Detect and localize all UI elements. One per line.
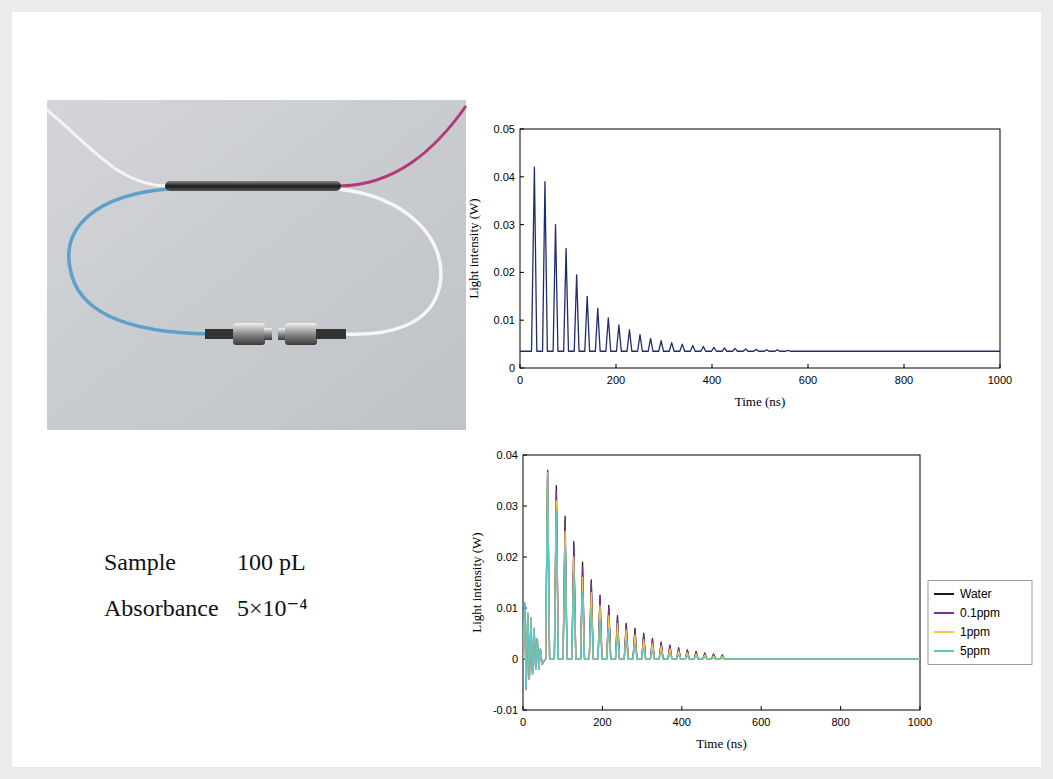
- page-panel: [12, 12, 1041, 767]
- x-tick: [523, 706, 524, 710]
- x-tick-label: 800: [895, 374, 913, 386]
- page-border: [0, 0, 1053, 779]
- y-tick-label: 0.03: [494, 219, 515, 231]
- y-tick: [520, 272, 524, 273]
- y-tick-label: 0.02: [497, 551, 518, 563]
- legend-swatch: [934, 593, 954, 595]
- series-group: [523, 470, 920, 689]
- y-axis-title: Light intensity (W): [469, 532, 484, 632]
- x-tick-label: 0: [517, 374, 523, 386]
- x-tick: [808, 364, 809, 368]
- photo-ground: [47, 100, 466, 430]
- y-tick-label: 0.04: [497, 449, 518, 461]
- x-tick-label: 1000: [908, 716, 932, 728]
- connector-nut: [285, 323, 317, 345]
- info-value: 100 pL: [237, 549, 306, 575]
- fiber-white-loop: [338, 189, 441, 334]
- series-line: [523, 475, 920, 689]
- chart: -0.0100.010.020.030.0402004006008001000T…: [469, 449, 1032, 751]
- y-tick: [520, 129, 524, 130]
- connector-boot: [316, 329, 346, 339]
- x-tick: [761, 706, 762, 710]
- legend-box: [928, 581, 1032, 665]
- connector-boot: [205, 329, 235, 339]
- y-tick-label: 0: [509, 362, 515, 374]
- fiber-magenta: [338, 106, 466, 186]
- series-line: [523, 473, 920, 690]
- series-line: [520, 167, 1000, 351]
- legend-label: Water: [960, 587, 992, 601]
- x-tick: [920, 706, 921, 710]
- x-tick: [1000, 364, 1001, 368]
- y-tick-label: 0: [512, 653, 518, 665]
- legend-label: 1ppm: [960, 625, 990, 639]
- x-tick-label: 200: [607, 374, 625, 386]
- info-value: 5×10⁻⁴: [237, 595, 308, 621]
- connector-nut: [233, 323, 265, 345]
- x-axis-title: Time (ns): [735, 394, 785, 409]
- x-tick: [840, 706, 841, 710]
- y-tick: [523, 710, 527, 711]
- x-tick: [681, 706, 682, 710]
- y-tick-label: 0.04: [494, 171, 515, 183]
- chart: 0 0.01 0.02 0.03 0.04 0.05 0 200 400 600 800 1000 Ti…: [466, 123, 1012, 409]
- fiber-blue: [69, 189, 210, 334]
- y-tick: [520, 368, 524, 369]
- y-axis-title: Light intensity (W): [466, 198, 481, 298]
- y-tick: [523, 455, 527, 456]
- info-label: Absorbance: [104, 595, 219, 621]
- connector-tip: [264, 328, 272, 340]
- fiber-white: [47, 110, 168, 186]
- legend-swatch: [934, 612, 954, 614]
- legend: Water 0.1ppm 1ppm 5ppm: [928, 581, 1032, 665]
- legend-swatch: [934, 631, 954, 633]
- series-line: [523, 470, 920, 689]
- connector-tip: [278, 328, 286, 340]
- legend-label: 0.1ppm: [960, 606, 1000, 620]
- page: Sample 100 pL Absorbance 5×10⁻⁴ 0 0.01 0.02 0.0…: [0, 0, 1053, 779]
- y-tick: [520, 224, 524, 225]
- x-tick: [602, 706, 603, 710]
- x-tick: [712, 364, 713, 368]
- x-tick-label: 600: [752, 716, 770, 728]
- series-line: [523, 470, 920, 689]
- info-label: Sample: [104, 549, 176, 575]
- y-tick: [523, 506, 527, 507]
- y-tick: [520, 320, 524, 321]
- x-tick-label: 600: [799, 374, 817, 386]
- legend-label: 5ppm: [960, 644, 990, 658]
- x-tick-label: 400: [703, 374, 721, 386]
- y-tick-label: 0.02: [494, 266, 515, 278]
- y-tick-label: 0.01: [494, 314, 515, 326]
- x-tick-label: 0: [520, 716, 526, 728]
- x-tick: [520, 364, 521, 368]
- y-tick-label: -0.01: [493, 704, 518, 716]
- y-tick-label: 0.03: [497, 500, 518, 512]
- y-tick: [520, 176, 524, 177]
- x-tick-label: 200: [593, 716, 611, 728]
- x-axis-title: Time (ns): [696, 736, 746, 751]
- plot-frame: [523, 455, 920, 710]
- x-tick: [904, 364, 905, 368]
- plot-frame: [520, 129, 1000, 368]
- legend-swatch: [934, 650, 954, 652]
- x-tick-label: 400: [673, 716, 691, 728]
- device-photo: [47, 100, 466, 430]
- x-tick: [616, 364, 617, 368]
- y-tick-label: 0.01: [497, 602, 518, 614]
- x-tick-label: 1000: [988, 374, 1012, 386]
- y-tick: [523, 557, 527, 558]
- y-tick-label: 0.05: [494, 123, 515, 135]
- coupler-tube: [165, 181, 341, 191]
- x-tick-label: 800: [831, 716, 849, 728]
- series-group: [520, 167, 1000, 351]
